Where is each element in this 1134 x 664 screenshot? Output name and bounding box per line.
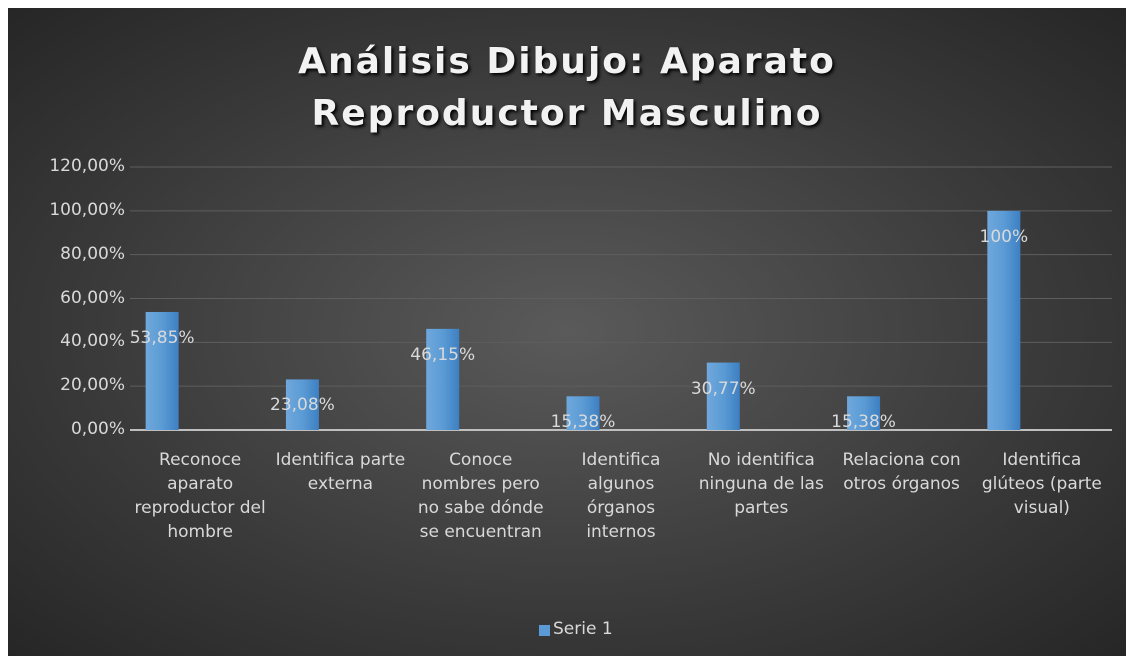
- bar: [987, 210, 1021, 430]
- x-tick-label: No identifica ninguna de las partes: [698, 450, 824, 518]
- x-tick-label: Relaciona con otros órganos: [842, 450, 961, 494]
- chart: Análisis Dibujo: Aparato Reproductor Mas…: [8, 8, 1126, 656]
- bar: [566, 396, 600, 430]
- data-label: 100%: [979, 226, 1029, 247]
- y-tick-label: 0,00%: [70, 419, 125, 439]
- y-tick-label: 80,00%: [60, 243, 125, 264]
- bar: [145, 311, 179, 430]
- y-tick-label: 120,00%: [49, 156, 125, 176]
- x-tick-label: Identifica glúteos (parte visual): [981, 450, 1102, 518]
- y-tick-label: 100,00%: [49, 199, 125, 220]
- data-label: 46,15%: [410, 344, 476, 365]
- legend-label: Serie 1: [553, 619, 613, 639]
- data-label: 23,08%: [270, 395, 335, 416]
- data-label: 53,85%: [129, 327, 195, 348]
- legend-swatch: [539, 625, 550, 636]
- y-tick-label: 20,00%: [60, 375, 125, 396]
- x-tick-label: Identifica algunos órganos internos: [581, 450, 661, 542]
- plot: [130, 166, 1112, 636]
- bar: [706, 362, 740, 430]
- bar: [426, 328, 460, 430]
- data-label: 30,77%: [690, 378, 756, 399]
- x-tick-label: Conoce nombres pero no sabe dónde se enc…: [417, 450, 544, 542]
- x-tick-label: Reconoce aparato reproductor del hombre: [134, 450, 266, 542]
- chart-title: Análisis Dibujo: Aparato Reproductor Mas…: [298, 41, 836, 134]
- data-label: 15,38%: [550, 412, 616, 433]
- y-tick-label: 60,00%: [60, 287, 125, 308]
- bar: [285, 379, 319, 430]
- bar: [847, 396, 881, 430]
- x-tick-label: Identifica parte externa: [275, 450, 406, 494]
- data-label: 15,38%: [831, 412, 896, 433]
- y-tick-label: 40,00%: [60, 331, 125, 352]
